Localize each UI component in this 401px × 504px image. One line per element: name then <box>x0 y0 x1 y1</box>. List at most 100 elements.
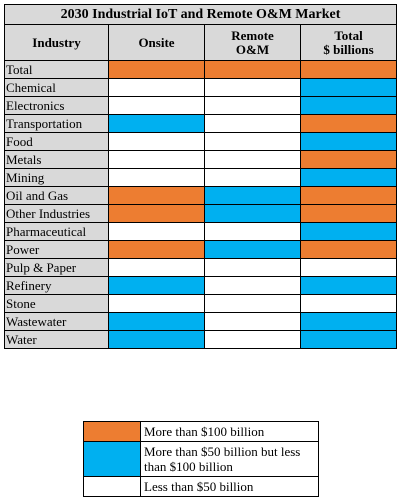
industry-name: Electronics <box>4 96 109 115</box>
status-cell <box>204 114 301 133</box>
table-row: Power <box>4 240 398 259</box>
status-cell <box>108 78 205 97</box>
status-cell <box>299 186 398 205</box>
column-header: Industry <box>4 24 109 61</box>
status-cell <box>108 204 205 223</box>
legend-label: More than $50 billion but less than $100… <box>140 441 319 477</box>
status-cell <box>299 276 398 295</box>
status-cell <box>108 276 205 295</box>
status-cell <box>299 222 398 241</box>
industry-name: Wastewater <box>4 312 109 331</box>
status-cell <box>108 222 205 241</box>
industry-name: Oil and Gas <box>4 186 109 205</box>
status-cell <box>299 168 398 187</box>
status-cell <box>299 240 398 259</box>
status-cell <box>204 60 301 79</box>
status-cell <box>108 186 205 205</box>
industry-name: Pulp & Paper <box>4 258 109 277</box>
status-cell <box>204 78 301 97</box>
table-row: Other Industries <box>4 204 398 223</box>
column-header: Total $ billions <box>299 24 398 61</box>
table-row: Electronics <box>4 96 398 115</box>
table-title: 2030 Industrial IoT and Remote O&M Marke… <box>3 4 398 25</box>
status-cell <box>299 150 398 169</box>
legend-body: More than $100 billion More than $50 bill… <box>83 421 319 497</box>
status-cell <box>299 204 398 223</box>
table-row: Refinery <box>4 276 398 295</box>
table-row: Metals <box>4 150 398 169</box>
status-cell <box>108 132 205 151</box>
status-cell <box>204 150 301 169</box>
table-row: Total <box>4 60 398 79</box>
legend-row: More than $100 billion <box>83 421 319 442</box>
table-row: Transportation <box>4 114 398 133</box>
status-cell <box>299 60 398 79</box>
status-cell <box>299 330 398 349</box>
industry-name: Water <box>4 330 109 349</box>
legend-label: More than $100 billion <box>140 421 319 442</box>
table-row: Chemical <box>4 78 398 97</box>
status-cell <box>108 96 205 115</box>
status-cell <box>108 150 205 169</box>
status-cell <box>204 294 301 313</box>
status-cell <box>204 132 301 151</box>
status-cell <box>204 276 301 295</box>
status-cell <box>204 330 301 349</box>
industry-name: Mining <box>4 168 109 187</box>
status-cell <box>108 60 205 79</box>
status-cell <box>204 312 301 331</box>
industry-name: Refinery <box>4 276 109 295</box>
table-row: Water <box>4 330 398 349</box>
status-cell <box>299 78 398 97</box>
table-body: 2030 Industrial IoT and Remote O&M Marke… <box>3 4 398 349</box>
table-row: Oil and Gas <box>4 186 398 205</box>
table-row: Wastewater <box>4 312 398 331</box>
status-cell <box>299 312 398 331</box>
header-row: Industry Onsite Remote O&M Total $ billions <box>4 24 398 61</box>
legend: More than $100 billion More than $50 bill… <box>83 421 319 497</box>
industry-name: Stone <box>4 294 109 313</box>
industry-name: Other Industries <box>4 204 109 223</box>
status-cell <box>299 114 398 133</box>
industry-name: Metals <box>4 150 109 169</box>
status-cell <box>108 294 205 313</box>
industry-name: Pharmaceutical <box>4 222 109 241</box>
status-cell <box>204 96 301 115</box>
table-row: Pharmaceutical <box>4 222 398 241</box>
market-table: 2030 Industrial IoT and Remote O&M Marke… <box>3 4 398 349</box>
industry-name: Power <box>4 240 109 259</box>
status-cell <box>204 258 301 277</box>
status-cell <box>204 168 301 187</box>
legend-swatch <box>83 421 141 442</box>
title-row: 2030 Industrial IoT and Remote O&M Marke… <box>3 4 398 25</box>
industry-name: Transportation <box>4 114 109 133</box>
status-cell <box>108 114 205 133</box>
table-row: Stone <box>4 294 398 313</box>
status-cell <box>108 330 205 349</box>
legend-swatch <box>83 476 141 497</box>
column-header: Onsite <box>108 24 205 61</box>
status-cell <box>204 186 301 205</box>
status-cell <box>204 204 301 223</box>
table-row: Mining <box>4 168 398 187</box>
legend-label: Less than $50 billion <box>140 476 319 497</box>
status-cell <box>299 96 398 115</box>
status-cell <box>299 132 398 151</box>
column-header: Remote O&M <box>204 24 301 61</box>
status-cell <box>299 258 398 277</box>
legend-row: More than $50 billion but less than $100… <box>83 441 319 477</box>
status-cell <box>108 312 205 331</box>
industry-name: Total <box>4 60 109 79</box>
status-cell <box>108 258 205 277</box>
status-cell <box>108 168 205 187</box>
legend-row: Less than $50 billion <box>83 476 319 497</box>
legend-swatch <box>83 441 141 477</box>
status-cell <box>108 240 205 259</box>
status-cell <box>204 222 301 241</box>
table-row: Food <box>4 132 398 151</box>
industry-name: Chemical <box>4 78 109 97</box>
table-row: Pulp & Paper <box>4 258 398 277</box>
industry-name: Food <box>4 132 109 151</box>
status-cell <box>299 294 398 313</box>
